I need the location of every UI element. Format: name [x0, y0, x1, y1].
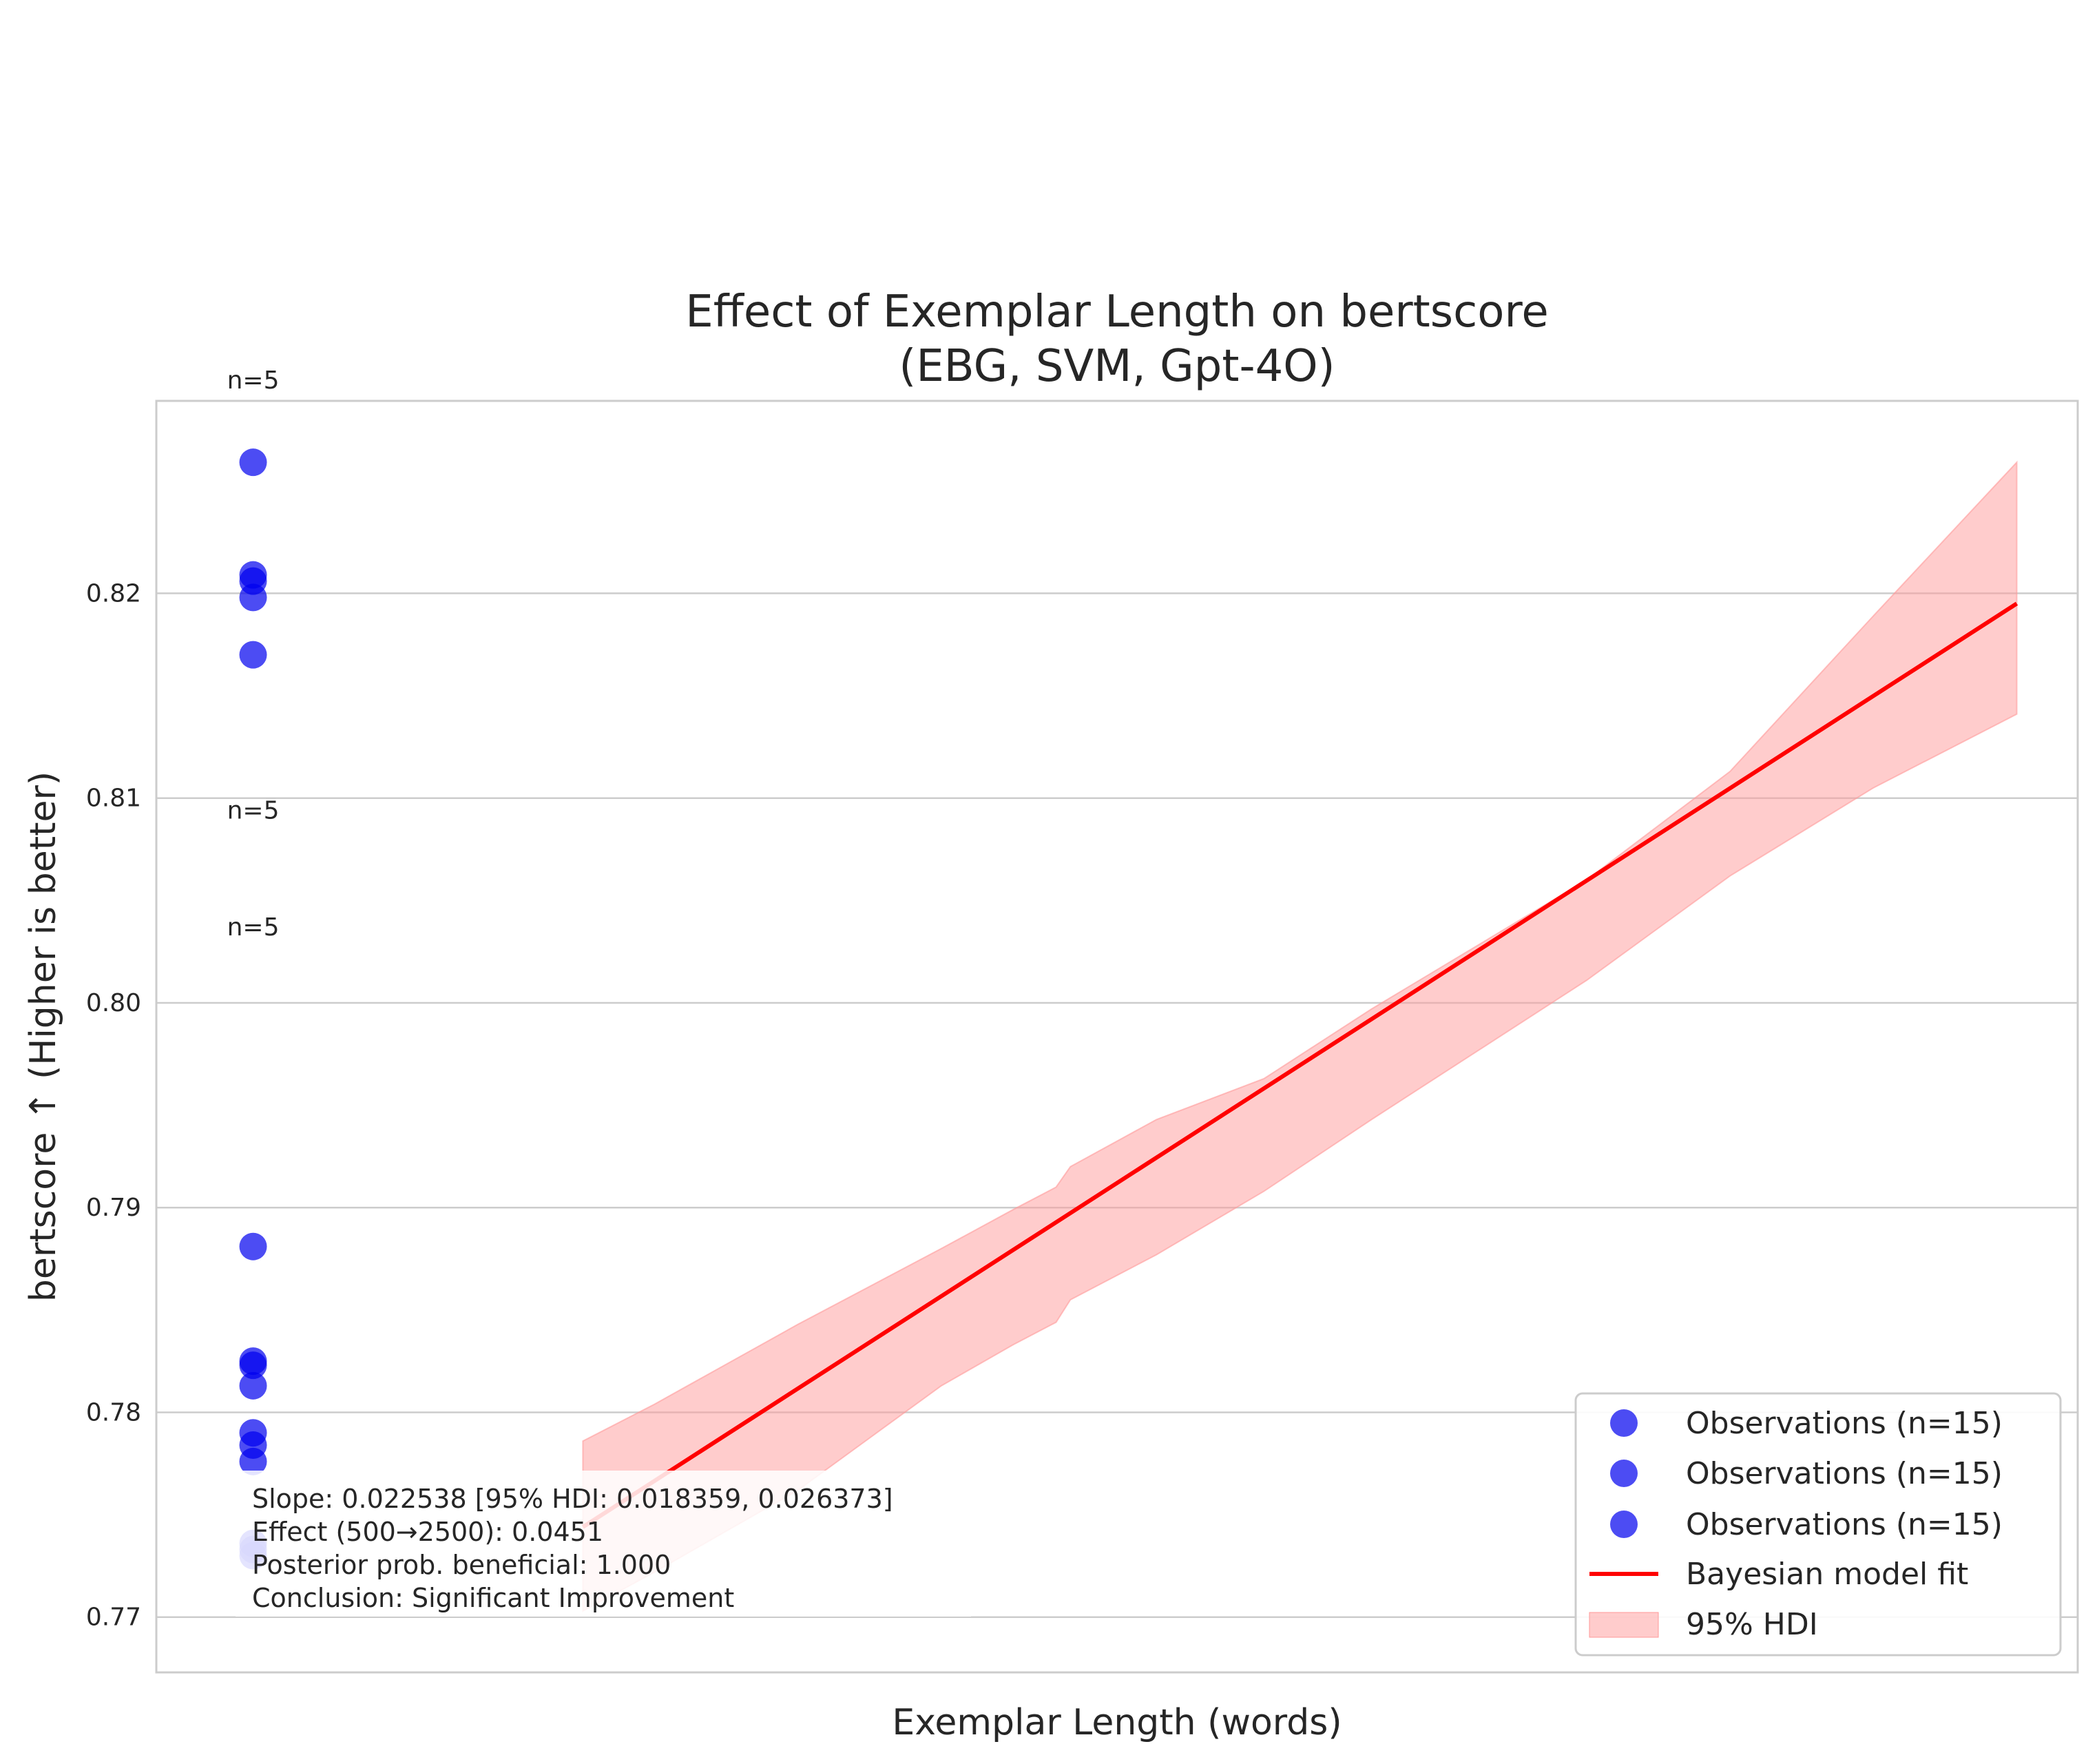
- stats-posterior: Posterior prob. beneficial: 1.000: [252, 1550, 671, 1580]
- observation-point: [239, 1371, 267, 1400]
- y-tick-label: 0.79: [86, 1194, 141, 1222]
- legend-label-fit-line: Bayesian model fit: [1686, 1557, 1968, 1592]
- hdi-band: [582, 460, 2018, 1612]
- legend-label-observations-3: Observations (n=15): [1686, 1507, 2003, 1542]
- legend: Observations (n=15) Observations (n=15) …: [1574, 1392, 2062, 1657]
- bayesian-fit-line: [581, 601, 2018, 1529]
- legend-label-observations-1: Observations (n=15): [1686, 1406, 2003, 1441]
- chart-subtitle: (EBG, SVM, Gpt-4O): [899, 341, 1335, 392]
- legend-marker-observations-3: [1610, 1511, 1638, 1538]
- legend-box: [1574, 1392, 2062, 1657]
- observation-point: [239, 583, 267, 612]
- observation-point: [239, 641, 267, 669]
- count-label: n=5: [227, 366, 280, 395]
- stats-conclusion: Conclusion: Significant Improvement: [252, 1583, 734, 1613]
- y-tick-label: 0.78: [86, 1398, 141, 1426]
- legend-marker-observations-1: [1610, 1409, 1638, 1437]
- observation-point: [239, 1351, 267, 1380]
- fit-line-layer: [581, 601, 2018, 1529]
- y-tick-label: 0.81: [86, 785, 141, 813]
- x-axis-label: Exemplar Length (words): [892, 1702, 1342, 1743]
- chart-title: Effect of Exemplar Length on bertscore: [685, 287, 1548, 338]
- observation-point: [239, 448, 267, 477]
- y-axis-label: bertscore ↑ (Higher is better): [23, 771, 64, 1302]
- y-tick-label: 0.80: [86, 989, 141, 1017]
- legend-label-observations-2: Observations (n=15): [1686, 1456, 2003, 1491]
- plot-frame: [155, 400, 2079, 1674]
- y-tick-labels: 0.77 0.78 0.79 0.80 0.81 0.82: [86, 579, 141, 1631]
- legend-label-hdi-band: 95% HDI: [1686, 1607, 1818, 1642]
- observation-point: [239, 1447, 267, 1475]
- stats-slope: Slope: 0.022538 [95% HDI: 0.018359, 0.02…: [252, 1484, 893, 1514]
- legend-marker-observations-2: [1610, 1460, 1638, 1487]
- hdi-band-layer: [582, 460, 2018, 1612]
- y-tick-label: 0.82: [86, 579, 141, 608]
- stats-effect: Effect (500→2500): 0.0451: [252, 1517, 603, 1547]
- stats-box: [236, 1471, 971, 1617]
- legend-marker-hdi-band: [1589, 1612, 1659, 1638]
- count-label: n=5: [227, 796, 280, 824]
- count-label: n=5: [227, 913, 280, 942]
- observation-point: [239, 1232, 267, 1260]
- y-tick-label: 0.77: [86, 1604, 141, 1632]
- count-labels: n=5 n=5 n=5: [227, 366, 280, 942]
